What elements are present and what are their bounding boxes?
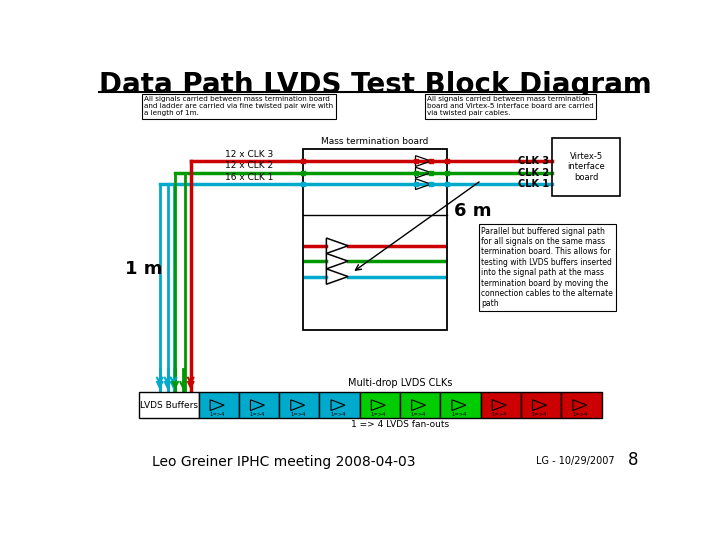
Bar (561, 393, 601, 418)
Text: 12 x CLK 2: 12 x CLK 2 (225, 161, 273, 170)
Text: 1=>4: 1=>4 (572, 412, 588, 417)
Text: CLK 1: CLK 1 (518, 179, 549, 189)
Bar (521, 393, 561, 418)
Text: Leo Greiner IPHC meeting 2008-04-03: Leo Greiner IPHC meeting 2008-04-03 (152, 455, 415, 469)
Text: CLK 3: CLK 3 (518, 156, 549, 166)
Text: 12 x CLK 3: 12 x CLK 3 (225, 150, 273, 159)
Text: 1=>4: 1=>4 (210, 412, 225, 417)
Bar (239, 393, 279, 418)
Bar (360, 393, 400, 418)
Text: 1=>4: 1=>4 (290, 412, 305, 417)
Text: 1 m: 1 m (125, 260, 163, 278)
Bar (400, 393, 441, 418)
Bar (199, 393, 239, 418)
Text: Virtex-5
interface
board: Virtex-5 interface board (567, 152, 605, 182)
Bar (139, 393, 199, 418)
Text: All signals carried between mass termination
board and Virtex-5 interface board : All signals carried between mass termina… (427, 96, 594, 117)
Text: 8: 8 (628, 451, 639, 469)
Text: Mass termination board: Mass termination board (321, 137, 428, 146)
Text: LG - 10/29/2007: LG - 10/29/2007 (536, 456, 614, 466)
Text: 1=>4: 1=>4 (532, 412, 547, 417)
Text: 1=>4: 1=>4 (492, 412, 507, 417)
Text: All signals carried between mass termination board
and ladder are carried via fi: All signals carried between mass termina… (144, 96, 333, 117)
Text: CLK 2: CLK 2 (518, 167, 549, 178)
Text: 1=>4: 1=>4 (371, 412, 386, 417)
Text: Data Path LVDS Test Block Diagram: Data Path LVDS Test Block Diagram (99, 71, 652, 99)
Text: Multi-drop LVDS CLKs: Multi-drop LVDS CLKs (348, 378, 452, 388)
Text: 16 x CLK 1: 16 x CLK 1 (225, 173, 273, 182)
Text: 1=>4: 1=>4 (330, 412, 346, 417)
Bar (320, 393, 360, 418)
Bar (441, 393, 481, 418)
Text: 1=>4: 1=>4 (411, 412, 426, 417)
Text: Parallel but buffered signal path
for all signals on the same mass
termination b: Parallel but buffered signal path for al… (482, 226, 613, 308)
Text: 6 m: 6 m (454, 202, 492, 220)
Text: 1=>4: 1=>4 (250, 412, 265, 417)
Bar (279, 393, 320, 418)
Bar (481, 393, 521, 418)
Text: 1 => 4 LVDS fan-outs: 1 => 4 LVDS fan-outs (351, 420, 449, 429)
Text: LVDS Buffers: LVDS Buffers (140, 401, 198, 410)
Text: 1=>4: 1=>4 (451, 412, 467, 417)
Bar (303, 150, 446, 330)
Bar (552, 138, 620, 195)
